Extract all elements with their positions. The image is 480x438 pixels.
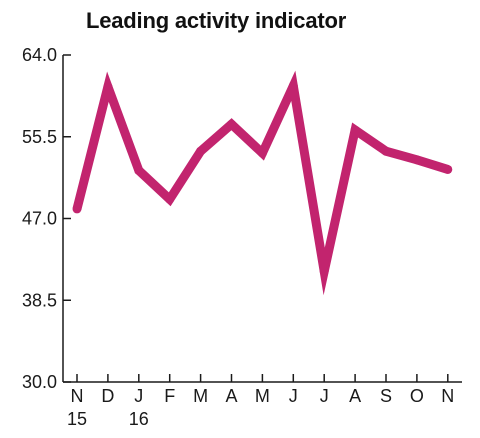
y-tick-label: 47.0 <box>22 209 57 229</box>
x-tick-label: A <box>349 386 361 406</box>
y-tick-label: 38.5 <box>22 290 57 310</box>
data-point <box>196 146 206 156</box>
y-tick-label: 30.0 <box>22 372 57 392</box>
x-tick-sublabel: 15 <box>67 409 87 429</box>
x-tick-label: D <box>101 386 114 406</box>
x-tick-label: N <box>441 386 454 406</box>
data-point <box>227 119 236 129</box>
x-tick-label: J <box>289 386 298 406</box>
x-tick-label: J <box>134 386 143 406</box>
data-point <box>381 146 391 156</box>
x-tick-label: S <box>380 386 392 406</box>
x-tick-sublabel: 16 <box>129 409 149 429</box>
data-point <box>288 81 298 91</box>
x-tick-label: M <box>255 386 270 406</box>
y-tick-label: 55.5 <box>22 127 57 147</box>
x-tick-label: J <box>320 386 329 406</box>
data-point <box>72 204 82 214</box>
series-group <box>72 70 453 296</box>
series-line <box>72 70 450 296</box>
data-point <box>257 148 267 158</box>
data-point <box>319 266 329 276</box>
axes <box>62 55 462 383</box>
data-point <box>443 164 453 174</box>
x-tick-label: N <box>71 386 84 406</box>
x-tick-label: O <box>410 386 424 406</box>
x-tick-label: F <box>164 386 175 406</box>
data-point <box>350 125 360 135</box>
data-point <box>103 82 113 92</box>
y-tick-label: 64.0 <box>22 45 57 65</box>
y-axis-ticks: 30.0 38.5 47.0 55.5 64.0 <box>22 45 71 392</box>
chart-title: Leading activity indicator <box>86 8 347 33</box>
data-point <box>412 155 422 165</box>
data-point <box>165 194 175 204</box>
data-point <box>134 165 144 175</box>
x-tick-label: M <box>193 386 208 406</box>
x-tick-label: A <box>225 386 237 406</box>
